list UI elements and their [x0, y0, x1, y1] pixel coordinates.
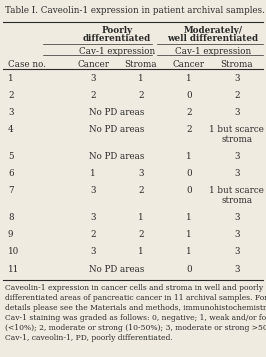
Text: 7: 7 — [8, 186, 14, 195]
Text: Cav-1 expression: Cav-1 expression — [79, 47, 155, 56]
Text: Cav-1 expression: Cav-1 expression — [175, 47, 251, 56]
Text: Stroma: Stroma — [125, 60, 157, 69]
Text: Moderately/: Moderately/ — [183, 26, 242, 35]
Text: 2: 2 — [8, 91, 14, 100]
Text: 2: 2 — [138, 230, 144, 239]
Text: 0: 0 — [186, 91, 192, 100]
Text: 2: 2 — [90, 91, 96, 100]
Text: differentiated: differentiated — [83, 34, 151, 43]
Text: 0: 0 — [186, 265, 192, 273]
Text: 1: 1 — [186, 247, 192, 256]
Text: No PD areas: No PD areas — [89, 108, 145, 117]
Text: No PD areas: No PD areas — [89, 125, 145, 134]
Text: 1: 1 — [90, 169, 96, 178]
Text: Cancer: Cancer — [77, 60, 109, 69]
Text: 2: 2 — [186, 125, 192, 134]
Text: 3: 3 — [90, 74, 96, 83]
Text: 1: 1 — [186, 230, 192, 239]
Text: 9: 9 — [8, 230, 14, 239]
Text: 1: 1 — [138, 247, 144, 256]
Text: Table I. Caveolin-1 expression in patient archival samples.: Table I. Caveolin-1 expression in patien… — [5, 6, 265, 15]
Text: 0: 0 — [186, 186, 192, 195]
Text: Cancer: Cancer — [173, 60, 205, 69]
Text: 3: 3 — [138, 169, 144, 178]
Text: well differentiated: well differentiated — [167, 34, 258, 43]
Text: 3: 3 — [234, 74, 239, 83]
Text: 3: 3 — [234, 265, 239, 273]
Text: 0: 0 — [186, 169, 192, 178]
Text: 2: 2 — [90, 230, 96, 239]
Text: 1: 1 — [186, 213, 192, 222]
Text: 5: 5 — [8, 152, 14, 161]
Text: 3: 3 — [90, 213, 96, 222]
Text: 3: 3 — [234, 108, 239, 117]
Text: stroma: stroma — [221, 196, 252, 205]
Text: 1 but scarce: 1 but scarce — [209, 125, 264, 134]
Text: 10: 10 — [8, 247, 19, 256]
Text: 2: 2 — [186, 108, 192, 117]
Text: 1 but scarce: 1 but scarce — [209, 186, 264, 195]
Text: Stroma: Stroma — [221, 60, 253, 69]
Text: 1: 1 — [8, 74, 14, 83]
Text: 1: 1 — [186, 74, 192, 83]
Text: 4: 4 — [8, 125, 14, 134]
Text: 6: 6 — [8, 169, 14, 178]
Text: 2: 2 — [138, 186, 144, 195]
Text: 3: 3 — [90, 186, 96, 195]
Text: Poorly: Poorly — [101, 26, 133, 35]
Text: 3: 3 — [90, 247, 96, 256]
Text: 11: 11 — [8, 265, 19, 273]
Text: 2: 2 — [234, 91, 240, 100]
Text: Caveolin-1 expression in cancer cells and stroma in well and poorly
differentiat: Caveolin-1 expression in cancer cells an… — [5, 284, 266, 342]
Text: 3: 3 — [234, 247, 239, 256]
Text: 1: 1 — [138, 213, 144, 222]
Text: stroma: stroma — [221, 135, 252, 144]
Text: 3: 3 — [234, 152, 239, 161]
Text: Case no.: Case no. — [8, 60, 46, 69]
Text: 3: 3 — [8, 108, 14, 117]
Text: 1: 1 — [186, 152, 192, 161]
Text: 2: 2 — [138, 91, 144, 100]
Text: 8: 8 — [8, 213, 14, 222]
Text: 3: 3 — [234, 213, 239, 222]
Text: 1: 1 — [138, 74, 144, 83]
Text: 3: 3 — [234, 230, 239, 239]
Text: No PD areas: No PD areas — [89, 265, 145, 273]
Text: 3: 3 — [234, 169, 239, 178]
Text: No PD areas: No PD areas — [89, 152, 145, 161]
